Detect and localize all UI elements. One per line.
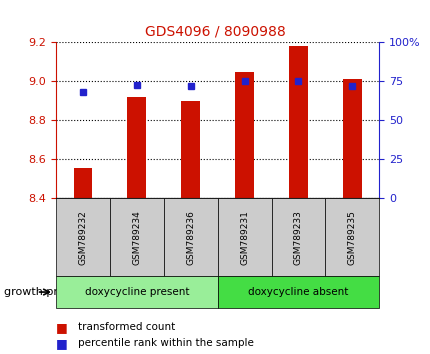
Text: GSM789231: GSM789231 <box>240 210 249 265</box>
Bar <box>235 72 253 198</box>
Bar <box>342 79 361 198</box>
Text: GSM789236: GSM789236 <box>186 210 195 265</box>
Text: GSM789234: GSM789234 <box>132 210 141 264</box>
Text: transformed count: transformed count <box>77 322 175 332</box>
Bar <box>181 101 200 198</box>
Text: growth protocol: growth protocol <box>4 287 92 297</box>
Bar <box>127 97 146 198</box>
Text: GSM789233: GSM789233 <box>293 210 302 265</box>
Bar <box>289 46 307 198</box>
Text: GSM789235: GSM789235 <box>347 210 356 265</box>
Text: percentile rank within the sample: percentile rank within the sample <box>77 338 253 348</box>
Bar <box>74 168 92 198</box>
Text: GDS4096 / 8090988: GDS4096 / 8090988 <box>145 25 285 39</box>
Text: ■: ■ <box>56 321 68 334</box>
Text: doxycycline absent: doxycycline absent <box>248 287 348 297</box>
Text: GSM789232: GSM789232 <box>78 210 87 264</box>
Text: doxycycline present: doxycycline present <box>84 287 189 297</box>
Text: ■: ■ <box>56 337 68 350</box>
